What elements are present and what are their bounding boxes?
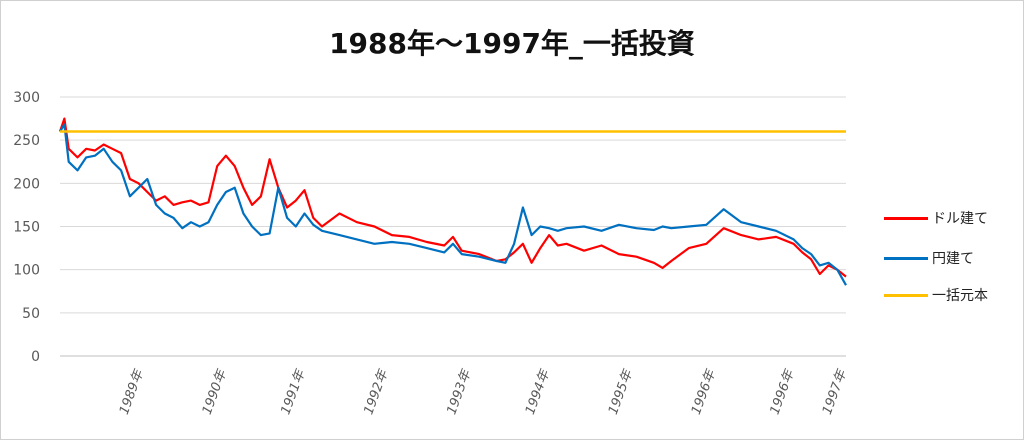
legend-swatch xyxy=(884,217,928,220)
x-tick-label: 1997年 xyxy=(820,366,851,416)
y-tick-label: 0 xyxy=(31,349,40,365)
y-tick-label: 50 xyxy=(22,306,40,322)
x-tick-label: 1996年 xyxy=(689,366,720,416)
y-tick-label: 300 xyxy=(13,90,40,106)
legend-swatch xyxy=(884,294,928,297)
legend-label: ドル建て xyxy=(932,211,988,227)
x-tick-label: 1993年 xyxy=(444,366,475,416)
y-tick-label: 200 xyxy=(13,176,40,192)
x-tick-label: 1996年 xyxy=(767,366,798,416)
series-line-1 xyxy=(58,117,847,278)
x-tick-label: 1990年 xyxy=(200,366,231,416)
y-tick-label: 150 xyxy=(13,220,40,236)
x-tick-label: 1994年 xyxy=(523,366,554,416)
legend-label: 円建て xyxy=(932,251,974,267)
legend-label: 一括元本 xyxy=(932,288,988,304)
x-tick-label: 1991年 xyxy=(278,366,309,416)
legend-swatch xyxy=(884,257,928,260)
y-tick-label: 100 xyxy=(13,263,40,279)
y-axis-ticks: 0 50 100 150 200 250 300 xyxy=(13,90,40,365)
x-tick-label: 1992年 xyxy=(361,366,392,416)
chart-title: 1988年～1997年_一括投資 xyxy=(329,27,695,60)
series-lines xyxy=(58,117,847,286)
x-tick-label: 1995年 xyxy=(606,366,637,416)
x-tick-label: 1989年 xyxy=(117,366,148,416)
series-line-2 xyxy=(59,123,847,286)
gridlines xyxy=(60,96,846,357)
x-axis-ticks: 1989年 1990年 1991年 1992年 1993年 1994年 1995年 1996年… xyxy=(117,366,851,416)
y-tick-label: 250 xyxy=(13,133,40,149)
